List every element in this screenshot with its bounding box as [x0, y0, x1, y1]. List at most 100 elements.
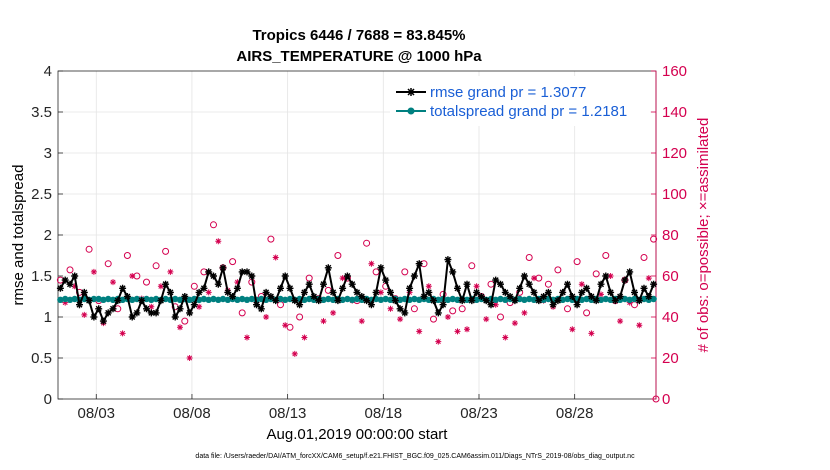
obs-assimilated-point: [205, 289, 212, 296]
y-right-tick-label: 40: [662, 309, 679, 326]
rmse-point: [530, 288, 538, 296]
x-tick-label: 08/08: [173, 405, 211, 422]
rmse-point: [425, 288, 433, 296]
chart-subtitle: AIRS_TEMPERATURE @ 1000 hPa: [236, 48, 482, 65]
rmse-point: [80, 288, 88, 296]
y-right-tick-label: 0: [662, 391, 670, 408]
rmse-point: [210, 272, 217, 280]
rmse-point: [157, 297, 165, 305]
obs-possible-point: [363, 239, 371, 247]
rmse-point: [587, 293, 595, 300]
totalspread-point: [621, 295, 629, 303]
totalspread-point: [219, 295, 227, 303]
totalspread-point: [473, 296, 480, 303]
obs-assimilated-point: [291, 350, 298, 357]
rmse-point: [76, 301, 83, 309]
rmse-point: [454, 284, 461, 292]
totalspread-point: [109, 296, 117, 303]
rmse-point: [607, 288, 615, 296]
obs-possible-point: [296, 313, 304, 321]
totalspread-point: [224, 296, 231, 303]
obs-possible-point: [497, 313, 504, 321]
rmse-point: [205, 268, 213, 276]
totalspread-point: [607, 296, 614, 303]
obs-assimilated-point: [425, 283, 432, 290]
obs-possible-point: [650, 235, 658, 243]
rmse-point: [248, 272, 256, 280]
totalspread-point: [344, 295, 351, 303]
rmse-point: [152, 309, 160, 317]
y-tick-label: 2.5: [31, 186, 52, 203]
rmse-point: [372, 288, 380, 296]
obs-assimilated-point: [81, 311, 88, 318]
obs-possible-point: [430, 315, 437, 323]
totalspread-point: [57, 296, 64, 303]
obs-assimilated-point: [368, 260, 375, 267]
rmse-point: [138, 297, 146, 305]
rmse-point: [229, 293, 237, 300]
rmse-point: [377, 264, 385, 272]
totalspread-point: [435, 296, 442, 303]
legend-spread-label: totalspread grand pr = 1.2181: [430, 103, 627, 120]
totalspread-point: [454, 296, 461, 303]
totalspread-point: [176, 296, 184, 303]
totalspread-point: [148, 296, 155, 303]
obs-assimilated-point: [636, 322, 643, 329]
obs-possible-point: [468, 262, 476, 270]
totalspread-point: [449, 295, 456, 303]
rmse-point: [497, 280, 504, 288]
rmse-point: [473, 288, 481, 296]
legend-box: [390, 76, 650, 126]
obs-assimilated-point: [377, 289, 384, 296]
obs-assimilated-point: [320, 318, 327, 325]
totalspread-point: [200, 295, 208, 303]
obs-possible-point: [190, 282, 198, 290]
y-right-tick-label: 140: [662, 104, 687, 121]
rmse-point: [85, 297, 93, 305]
y-tick-label: 0.5: [31, 350, 52, 367]
rmse-point: [468, 297, 476, 305]
totalspread-point: [559, 296, 566, 303]
totalspread-point: [349, 296, 356, 303]
rmse-point: [95, 305, 103, 313]
obs-assimilated-point: [473, 283, 480, 290]
rmse-point: [621, 276, 629, 284]
rmse-point: [190, 301, 198, 309]
obs-assimilated-series: [62, 238, 652, 361]
totalspread-point: [463, 296, 471, 303]
obs-assimilated-point: [71, 283, 78, 290]
totalspread-point: [325, 295, 332, 303]
rmse-point: [262, 288, 270, 296]
rmse-point: [401, 309, 409, 317]
obs-possible-point: [104, 260, 112, 268]
totalspread-point: [186, 296, 193, 303]
rmse-point: [506, 293, 514, 300]
obs-possible-point: [458, 305, 466, 313]
rmse-point: [631, 288, 638, 296]
obs-possible-point: [162, 247, 170, 255]
obs-assimilated-point: [358, 318, 365, 325]
obs-possible-point: [123, 252, 131, 259]
obs-assimilated-point: [511, 320, 518, 327]
obs-possible-point: [564, 305, 571, 313]
totalspread-point: [71, 295, 78, 303]
obs-possible-point: [554, 266, 562, 274]
totalspread-point: [329, 296, 337, 303]
rmse-point: [363, 297, 371, 305]
totalspread-point: [100, 296, 107, 303]
rmse-point: [487, 301, 495, 309]
totalspread-point: [416, 296, 423, 303]
totalspread-point: [530, 296, 538, 303]
rmse-point: [56, 284, 64, 292]
obs-assimilated-point: [397, 316, 404, 323]
obs-assimilated-point: [110, 279, 116, 286]
totalspread-point: [521, 296, 528, 303]
legend-rmse-label: rmse grand pr = 1.3077: [430, 84, 586, 101]
obs-possible-point: [401, 268, 409, 276]
y-axis-right-label: # of obs: o=possible; ×=assimilated: [695, 118, 712, 353]
rmse-point: [267, 293, 275, 300]
obs-assimilated-point: [330, 309, 337, 316]
obs-assimilated-point: [90, 268, 97, 275]
totalspread-point: [583, 295, 590, 303]
